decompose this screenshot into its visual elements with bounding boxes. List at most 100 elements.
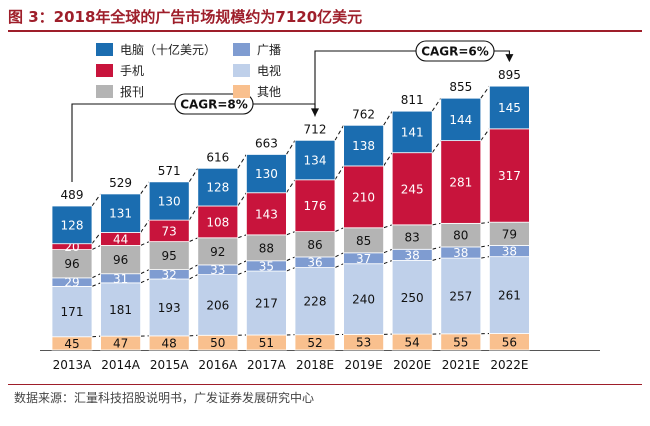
- connector-line: [480, 221, 490, 224]
- data-label: 257: [449, 289, 472, 303]
- connector-line: [237, 234, 247, 239]
- data-label: 240: [352, 293, 375, 307]
- connector-line: [140, 219, 150, 233]
- x-tick-label: 2014A: [101, 358, 141, 372]
- legend-label: 电视: [257, 64, 282, 78]
- connector-line: [189, 334, 198, 337]
- bar-segment: [245, 270, 287, 336]
- connector-line: [140, 181, 150, 195]
- legend-item: 手机: [96, 62, 144, 79]
- data-label: 85: [356, 234, 371, 248]
- footer-divider: [8, 384, 642, 385]
- cagr-label: CAGR=8%: [180, 98, 248, 112]
- data-label: 176: [304, 199, 327, 213]
- legend-label: 广播: [257, 43, 282, 57]
- data-label: 53: [356, 336, 371, 350]
- connector-line: [286, 256, 296, 262]
- total-label: 712: [304, 122, 327, 136]
- data-label: 35: [259, 259, 274, 273]
- data-label: 138: [352, 139, 375, 153]
- data-label: 145: [498, 101, 521, 115]
- total-label: 663: [255, 136, 278, 150]
- data-label: 54: [405, 336, 420, 350]
- connector-line: [285, 179, 296, 194]
- total-label: 855: [449, 80, 472, 94]
- legend-label: 其他: [257, 85, 282, 99]
- bar-segment: [343, 124, 385, 167]
- connector-line: [286, 267, 296, 272]
- connector-line: [286, 231, 296, 236]
- connector-line: [480, 128, 490, 141]
- legend-swatch: [233, 64, 250, 77]
- bar-segment: [100, 282, 141, 337]
- x-tick-label: 2020E: [393, 358, 431, 372]
- data-label: 88: [259, 241, 274, 255]
- data-label: 29: [64, 276, 79, 290]
- bar-segment: [148, 278, 190, 337]
- bar-segment: [391, 224, 433, 250]
- connector-line: [188, 168, 199, 183]
- connector-line: [334, 165, 345, 181]
- x-tick-label: 2022E: [490, 358, 528, 372]
- data-label: 80: [453, 229, 468, 243]
- legend-label: 报刊: [120, 85, 145, 99]
- data-label: 96: [113, 253, 128, 267]
- connector-line: [480, 244, 490, 248]
- data-label: 131: [109, 207, 132, 221]
- total-label: 762: [352, 107, 375, 121]
- source-note: 数据来源：汇量科技招股说明书，广发证券发展研究中心: [14, 391, 315, 405]
- data-label: 38: [405, 248, 420, 262]
- data-label: 38: [453, 246, 468, 260]
- data-label: 47: [113, 337, 128, 351]
- connector-line: [188, 264, 199, 271]
- chart-title: 图 3：2018年全球的广告市场规模约为7120亿美元: [8, 8, 363, 26]
- cagr-label: CAGR=6%: [421, 45, 489, 59]
- connector-line: [432, 222, 441, 226]
- bar-segment: [488, 256, 530, 334]
- data-label: 83: [405, 231, 420, 245]
- data-label: 171: [61, 305, 84, 319]
- legend-swatch: [96, 43, 113, 56]
- connector-line: [480, 85, 490, 99]
- connector-line: [432, 246, 441, 250]
- bar-segment: [245, 234, 287, 262]
- data-label: 317: [498, 169, 521, 183]
- data-label: 73: [162, 224, 177, 238]
- bar-segment: [488, 85, 530, 130]
- data-label: 33: [210, 263, 225, 277]
- data-label: 143: [255, 207, 278, 221]
- legend-item: 报刊: [96, 83, 144, 100]
- data-label: 228: [304, 295, 327, 309]
- data-label: 51: [259, 336, 274, 350]
- bar-segment: [391, 260, 433, 335]
- bar-segment: [294, 139, 336, 181]
- connector-line: [237, 270, 247, 276]
- x-tick-label: 2018E: [296, 358, 334, 372]
- data-label: 79: [502, 227, 517, 241]
- data-label: 50: [210, 336, 225, 350]
- data-label: 95: [162, 249, 177, 263]
- connector-line: [140, 269, 150, 275]
- data-label: 128: [206, 181, 229, 195]
- legend-swatch: [96, 64, 113, 77]
- connector-line: [91, 193, 102, 207]
- x-tick-label: 2017A: [247, 358, 287, 372]
- connector-line: [334, 263, 344, 268]
- data-label: 32: [162, 268, 177, 282]
- x-tick-label: 2016A: [198, 358, 238, 372]
- legend-label: 电脑（十亿美元）: [120, 43, 217, 57]
- legend-item: 电脑（十亿美元）: [96, 41, 216, 58]
- bar-segment: [245, 154, 287, 194]
- data-label: 130: [158, 194, 181, 208]
- x-tick-label: 2015A: [150, 358, 190, 372]
- data-label: 128: [61, 218, 84, 232]
- bar-segment: [245, 192, 287, 236]
- data-label: 261: [498, 289, 521, 303]
- bar-segment: [391, 110, 433, 154]
- data-label: 45: [64, 337, 79, 351]
- arrow-head-icon: [505, 54, 514, 63]
- data-label: 36: [307, 256, 322, 270]
- bar-segment: [440, 97, 482, 142]
- data-label: 96: [64, 257, 79, 271]
